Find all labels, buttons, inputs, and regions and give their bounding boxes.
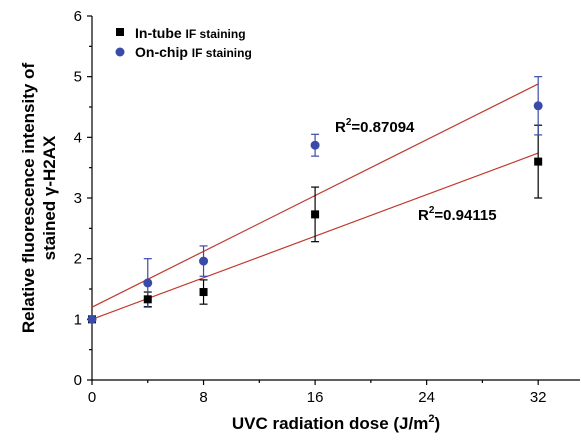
y-tick-label: 2 <box>74 251 82 268</box>
y-axis-title-line1: Relative fluorescence intensity of <box>19 63 38 334</box>
y-tick-label: 1 <box>74 311 82 328</box>
data-point-circle <box>143 278 153 288</box>
data-point-square <box>199 288 208 297</box>
data-point-circle <box>199 256 209 266</box>
y-tick-label: 5 <box>74 69 82 86</box>
legend-label-on-chip: On-chip IF staining <box>135 44 252 60</box>
legend-marker-on-chip <box>115 47 125 57</box>
y-axis-title: Relative fluorescence intensity of stain… <box>19 63 59 334</box>
legend-marker-in-tube <box>116 28 124 36</box>
x-tick-label: 16 <box>307 389 324 406</box>
r2-label-on-chip: R2=0.87094 <box>335 117 415 136</box>
axes <box>91 16 580 381</box>
x-axis-title: UVC radiation dose (J/m2) <box>232 413 440 433</box>
y-axis-title-line2: stained γ-H2AX <box>40 135 59 260</box>
y-tick-label: 4 <box>74 129 82 146</box>
x-tick-label: 32 <box>530 389 547 406</box>
data-point-circle <box>87 314 97 324</box>
legend: In-tube IF staining On-chip IF staining <box>115 25 252 60</box>
y-ticks: 0 1 2 3 4 5 6 <box>74 8 92 389</box>
data-point-circle <box>310 140 320 150</box>
data-point-square <box>534 157 543 166</box>
r2-label-in-tube: R2=0.94115 <box>418 205 497 224</box>
data-point-circle <box>533 101 543 111</box>
y-tick-label: 0 <box>74 372 82 389</box>
x-tick-label: 24 <box>418 389 435 406</box>
legend-label-in-tube: In-tube IF staining <box>135 25 246 41</box>
x-tick-label: 0 <box>88 389 96 406</box>
y-tick-label: 6 <box>74 8 82 25</box>
data-markers <box>87 101 543 324</box>
y-tick-label: 3 <box>74 190 82 207</box>
x-tick-label: 8 <box>199 389 207 406</box>
data-point-square <box>311 210 320 219</box>
data-point-square <box>143 295 152 304</box>
x-ticks: 0 8 16 24 32 <box>88 380 547 406</box>
